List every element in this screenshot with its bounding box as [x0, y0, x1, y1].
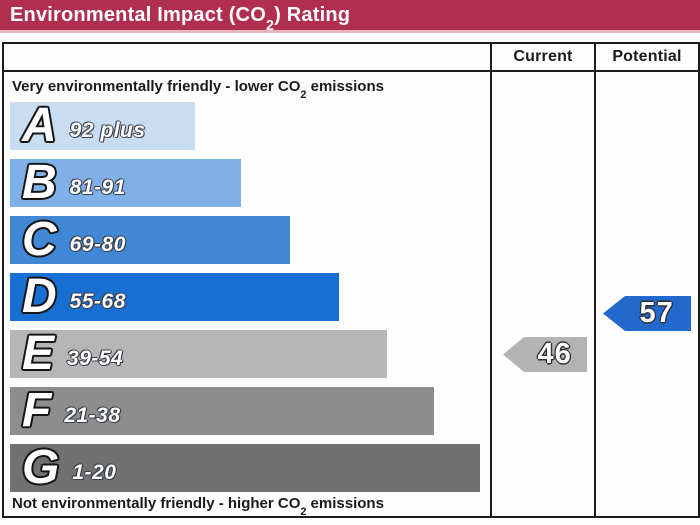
current-header: Current — [492, 44, 594, 72]
band-bar-c: C 69-80 — [10, 216, 290, 264]
co2-subscript: 2 — [300, 506, 307, 519]
bands-column: Very environmentally friendly - lower CO… — [4, 44, 490, 519]
band-range: 39-54 — [67, 346, 124, 370]
co2-subscript: 2 — [300, 89, 307, 102]
band-bar-e: E 39-54 — [10, 330, 387, 378]
potential-arrow: 57 — [603, 296, 691, 331]
band-letter: G — [22, 441, 60, 494]
bands-column-header — [4, 44, 490, 72]
band-range: 92 plus — [69, 118, 146, 142]
band-range: 69-80 — [69, 232, 126, 256]
band-range: 21-38 — [64, 403, 121, 427]
top-label: Very environmentally friendly - lower CO… — [12, 78, 384, 102]
band-range: 1-20 — [72, 460, 117, 484]
band-list: A 92 plus B 81-91 C 69-80 D 55-68 E 39 — [4, 102, 490, 492]
band-range: 81-91 — [69, 175, 126, 199]
band-range: 55-68 — [69, 289, 126, 313]
current-column: Current 46 — [490, 44, 594, 516]
bottom-label: Not environmentally friendly - higher CO… — [12, 495, 384, 519]
rating-table: Very environmentally friendly - lower CO… — [2, 42, 700, 518]
co2-subscript: 2 — [265, 17, 275, 34]
band-letter: C — [22, 213, 57, 266]
band-bar-d: D 55-68 — [10, 273, 339, 321]
band-letter: E — [22, 327, 55, 380]
potential-column: Potential 57 — [594, 44, 698, 516]
band-letter: F — [22, 384, 52, 437]
band-bar-b: B 81-91 — [10, 159, 241, 207]
band-letter: D — [22, 270, 57, 323]
band-letter: B — [22, 156, 57, 209]
band-bar-f: F 21-38 — [10, 387, 434, 435]
band-bar-g: G 1-20 — [10, 444, 480, 492]
potential-header: Potential — [596, 44, 698, 72]
band-bar-a: A 92 plus — [10, 102, 195, 150]
page-title: Environmental Impact (CO2) Rating — [10, 3, 351, 34]
potential-value: 57 — [639, 297, 674, 329]
band-letter: A — [22, 99, 57, 152]
title-bar: Environmental Impact (CO2) Rating — [0, 0, 700, 34]
current-value: 46 — [537, 338, 572, 370]
current-arrow: 46 — [503, 337, 587, 372]
